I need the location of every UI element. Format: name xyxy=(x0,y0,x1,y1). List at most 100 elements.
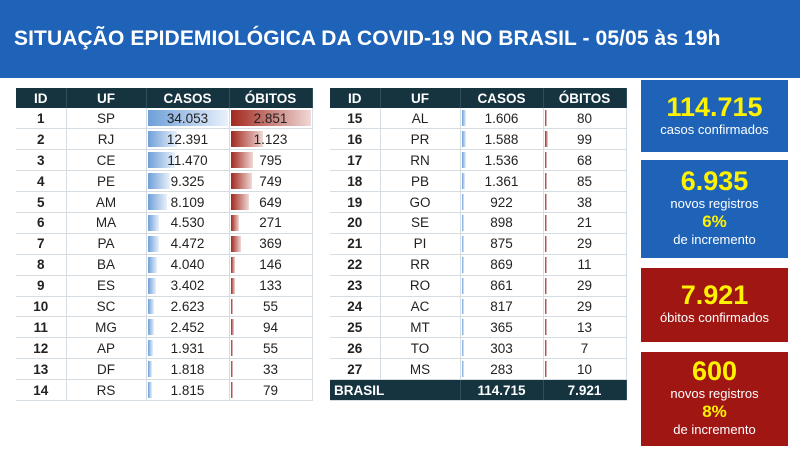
cell-uf: BA xyxy=(66,254,147,276)
cell-obitos: 85 xyxy=(543,170,627,193)
cell-obitos: 29 xyxy=(543,233,627,255)
obitos-bar xyxy=(230,319,234,336)
obitos-value: 29 xyxy=(576,236,593,252)
cell-id: 24 xyxy=(330,296,381,318)
cell-id: 4 xyxy=(16,170,67,193)
cell-casos: 861 xyxy=(460,275,544,297)
page-title: SITUAÇÃO EPIDEMIOLÓGICA DA COVID-19 NO B… xyxy=(0,0,800,78)
cell-casos: 1.818 xyxy=(146,358,230,381)
cell-uf: CE xyxy=(66,149,147,172)
casos-bar xyxy=(461,361,464,378)
obitos-value: 271 xyxy=(259,215,282,231)
cases-pct-label: de incremento xyxy=(673,232,756,247)
table-row: 11 MG 2.452 94 xyxy=(16,316,313,339)
cell-uf: GO xyxy=(380,191,461,213)
cell-casos: 4.040 xyxy=(146,254,230,276)
casos-bar xyxy=(461,214,464,231)
obitos-bar xyxy=(544,152,547,169)
cell-id: 6 xyxy=(16,212,67,234)
cell-id: 8 xyxy=(16,254,67,276)
table-row: 15 AL 1.606 80 xyxy=(330,108,627,130)
table-row: 19 GO 922 38 xyxy=(330,191,627,213)
cell-uf: AP xyxy=(66,337,147,360)
cell-id: 26 xyxy=(330,337,381,360)
table-row: 17 RN 1.536 68 xyxy=(330,149,627,172)
cell-obitos: 29 xyxy=(543,275,627,297)
cell-casos: 1.588 xyxy=(460,128,544,151)
deaths-total-box: 7.921 óbitos confirmados xyxy=(641,268,788,342)
casos-bar xyxy=(147,298,154,315)
cell-casos: 365 xyxy=(460,316,544,339)
cell-id: 7 xyxy=(16,233,67,255)
cell-uf: RR xyxy=(380,254,461,276)
casos-bar xyxy=(461,235,464,252)
obitos-bar xyxy=(230,256,235,273)
cell-obitos: 55 xyxy=(229,296,313,318)
casos-bar xyxy=(461,340,464,357)
obitos-value: 11 xyxy=(577,257,592,273)
table-row: 22 RR 869 11 xyxy=(330,254,627,276)
obitos-value: 133 xyxy=(259,278,282,294)
table-row: 6 MA 4.530 271 xyxy=(16,212,313,234)
cell-casos: 4.472 xyxy=(146,233,230,255)
obitos-value: 29 xyxy=(576,298,593,314)
cell-id: 14 xyxy=(16,379,67,401)
cell-casos: 12.391 xyxy=(146,128,230,151)
obitos-bar xyxy=(230,382,233,398)
casos-bar xyxy=(461,110,466,127)
cell-obitos: 11 xyxy=(543,254,627,276)
cell-uf: DF xyxy=(66,358,147,381)
cell-uf: PI xyxy=(380,233,461,255)
cell-id: 27 xyxy=(330,358,381,381)
obitos-value: 38 xyxy=(576,194,593,210)
casos-value: 283 xyxy=(490,361,513,377)
cell-casos: 303 xyxy=(460,337,544,360)
casos-bar xyxy=(147,131,177,148)
column-header-obitos: ÓBITOS xyxy=(543,88,627,108)
cases-new-value: 6.935 xyxy=(680,166,749,196)
cases-pct-value: 6% xyxy=(702,212,727,231)
obitos-bar xyxy=(230,214,239,231)
deaths-pct-value: 8% xyxy=(702,402,727,421)
table-row: 23 RO 861 29 xyxy=(330,275,627,297)
cell-obitos: 29 xyxy=(543,296,627,318)
cell-id: 1 xyxy=(16,108,67,130)
casos-value: 861 xyxy=(490,278,513,294)
casos-bar xyxy=(147,340,153,357)
casos-bar xyxy=(461,131,466,148)
casos-bar xyxy=(147,319,154,336)
cell-obitos: 2.851 xyxy=(229,108,313,130)
page-title-text: SITUAÇÃO EPIDEMIOLÓGICA DA COVID-19 NO B… xyxy=(14,27,721,50)
obitos-value: 85 xyxy=(576,173,593,189)
column-header-uf: UF xyxy=(66,88,147,108)
casos-value: 1.818 xyxy=(170,361,205,377)
casos-bar xyxy=(147,214,159,231)
cell-obitos: 21 xyxy=(543,212,627,234)
table-row: 2 RJ 12.391 1.123 xyxy=(16,128,313,151)
deaths-total-value: 7.921 xyxy=(680,280,749,310)
cell-obitos: 749 xyxy=(229,170,313,193)
cell-obitos: 369 xyxy=(229,233,313,255)
cell-casos: 9.325 xyxy=(146,170,230,193)
cell-casos: 2.623 xyxy=(146,296,230,318)
table-row: 20 SE 898 21 xyxy=(330,212,627,234)
obitos-value: 79 xyxy=(262,382,279,398)
obitos-bar xyxy=(230,152,253,169)
casos-value: 1.588 xyxy=(484,131,519,147)
table-row: 16 PR 1.588 99 xyxy=(330,128,627,151)
obitos-bar xyxy=(230,173,252,190)
obitos-bar xyxy=(230,340,233,357)
deaths-new-box: 600 novos registros 8% de incremento xyxy=(641,352,788,446)
casos-bar xyxy=(147,110,228,127)
casos-value: 817 xyxy=(490,298,513,314)
table-row: 24 AC 817 29 xyxy=(330,296,627,318)
cell-obitos: 55 xyxy=(229,337,313,360)
cell-id: 10 xyxy=(16,296,67,318)
table-row: 3 CE 11.470 795 xyxy=(16,149,313,172)
states-table-right: ID UF CASOS ÓBITOS 15 AL 1.606 80 16 PR 1.588 9… xyxy=(330,88,627,401)
casos-value: 1.361 xyxy=(484,173,519,189)
casos-bar xyxy=(147,152,175,169)
deaths-total-label: óbitos confirmados xyxy=(659,310,770,325)
casos-bar xyxy=(147,277,156,294)
cell-uf: AL xyxy=(380,108,461,130)
